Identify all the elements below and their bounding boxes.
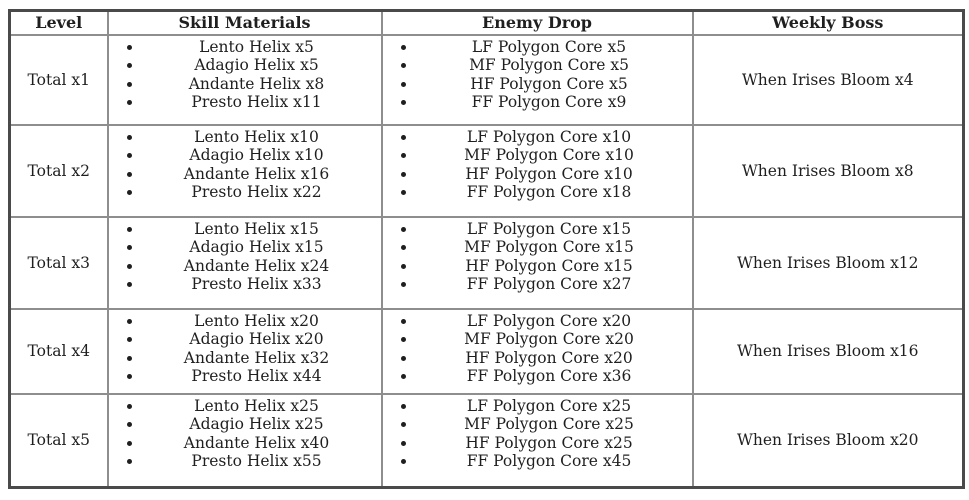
level-cell: Total x4 [8, 307, 109, 395]
table-row: Total x2 Lento Helix x10 Adagio Helix x1… [8, 123, 965, 218]
list-item: FF Polygon Core x27 [417, 275, 691, 294]
skill-materials-list: Lento Helix x10 Adagio Helix x10 Andante… [110, 128, 380, 202]
list-item: Adagio Helix x5 [143, 56, 380, 75]
enemy-drop-cell: LF Polygon Core x5 MF Polygon Core x5 HF… [380, 33, 694, 126]
list-item: Andante Helix x16 [143, 165, 380, 184]
list-item: MF Polygon Core x5 [417, 56, 691, 75]
list-item: Adagio Helix x15 [143, 238, 380, 257]
weekly-boss-cell: When Irises Bloom x12 [691, 215, 965, 310]
list-item: FF Polygon Core x36 [417, 367, 691, 386]
level-cell: Total x2 [8, 123, 109, 218]
level-cell: Total x3 [8, 215, 109, 310]
list-item: Adagio Helix x10 [143, 146, 380, 165]
list-item: MF Polygon Core x10 [417, 146, 691, 165]
list-item: FF Polygon Core x18 [417, 183, 691, 202]
skill-materials-cell: Lento Helix x20 Adagio Helix x20 Andante… [106, 307, 383, 395]
list-item: Lento Helix x15 [143, 220, 380, 239]
list-item: HF Polygon Core x5 [417, 75, 691, 94]
list-item: Lento Helix x25 [143, 397, 380, 416]
list-item: HF Polygon Core x20 [417, 349, 691, 368]
enemy-drop-list: LF Polygon Core x10 MF Polygon Core x10 … [384, 128, 691, 202]
skill-materials-cell: Lento Helix x25 Adagio Helix x25 Andante… [106, 392, 383, 489]
list-item: FF Polygon Core x45 [417, 452, 691, 471]
enemy-drop-cell: LF Polygon Core x15 MF Polygon Core x15 … [380, 215, 694, 310]
skill-materials-cell: Lento Helix x15 Adagio Helix x15 Andante… [106, 215, 383, 310]
skill-materials-list: Lento Helix x25 Adagio Helix x25 Andante… [110, 397, 380, 471]
list-item: Andante Helix x24 [143, 257, 380, 276]
list-item: HF Polygon Core x15 [417, 257, 691, 276]
level-cell: Total x1 [8, 33, 109, 126]
list-item: Adagio Helix x25 [143, 415, 380, 434]
header-level: Level [8, 9, 109, 36]
weekly-boss-cell: When Irises Bloom x16 [691, 307, 965, 395]
header-skill-materials: Skill Materials [106, 9, 383, 36]
weekly-boss-cell: When Irises Bloom x4 [691, 33, 965, 126]
list-item: Presto Helix x55 [143, 452, 380, 471]
enemy-drop-list: LF Polygon Core x5 MF Polygon Core x5 HF… [384, 38, 691, 112]
weekly-boss-cell: When Irises Bloom x8 [691, 123, 965, 218]
list-item: Presto Helix x22 [143, 183, 380, 202]
skill-materials-cell: Lento Helix x5 Adagio Helix x5 Andante H… [106, 33, 383, 126]
list-item: Lento Helix x20 [143, 312, 380, 331]
skill-materials-list: Lento Helix x15 Adagio Helix x15 Andante… [110, 220, 380, 294]
skill-materials-list: Lento Helix x20 Adagio Helix x20 Andante… [110, 312, 380, 386]
skill-materials-cell: Lento Helix x10 Adagio Helix x10 Andante… [106, 123, 383, 218]
list-item: Adagio Helix x20 [143, 330, 380, 349]
list-item: Presto Helix x44 [143, 367, 380, 386]
header-row: Level Skill Materials Enemy Drop Weekly … [8, 9, 965, 36]
list-item: MF Polygon Core x15 [417, 238, 691, 257]
list-item: MF Polygon Core x20 [417, 330, 691, 349]
list-item: Andante Helix x8 [143, 75, 380, 94]
weekly-boss-cell: When Irises Bloom x20 [691, 392, 965, 489]
enemy-drop-list: LF Polygon Core x20 MF Polygon Core x20 … [384, 312, 691, 386]
table-row: Total x3 Lento Helix x15 Adagio Helix x1… [8, 215, 965, 310]
list-item: MF Polygon Core x25 [417, 415, 691, 434]
enemy-drop-cell: LF Polygon Core x25 MF Polygon Core x25 … [380, 392, 694, 489]
enemy-drop-cell: LF Polygon Core x20 MF Polygon Core x20 … [380, 307, 694, 395]
list-item: LF Polygon Core x10 [417, 128, 691, 147]
list-item: HF Polygon Core x25 [417, 434, 691, 453]
header-weekly-boss: Weekly Boss [691, 9, 965, 36]
header-enemy-drop: Enemy Drop [380, 9, 694, 36]
list-item: LF Polygon Core x5 [417, 38, 691, 57]
enemy-drop-list: LF Polygon Core x15 MF Polygon Core x15 … [384, 220, 691, 294]
table-row: Total x5 Lento Helix x25 Adagio Helix x2… [8, 392, 965, 489]
list-item: Presto Helix x11 [143, 93, 380, 112]
list-item: LF Polygon Core x25 [417, 397, 691, 416]
enemy-drop-cell: LF Polygon Core x10 MF Polygon Core x10 … [380, 123, 694, 218]
list-item: LF Polygon Core x15 [417, 220, 691, 239]
list-item: LF Polygon Core x20 [417, 312, 691, 331]
list-item: Andante Helix x40 [143, 434, 380, 453]
list-item: HF Polygon Core x10 [417, 165, 691, 184]
table-row: Total x4 Lento Helix x20 Adagio Helix x2… [8, 307, 965, 395]
list-item: Lento Helix x5 [143, 38, 380, 57]
list-item: Lento Helix x10 [143, 128, 380, 147]
materials-table: Level Skill Materials Enemy Drop Weekly … [8, 9, 965, 489]
list-item: Presto Helix x33 [143, 275, 380, 294]
table-row: Total x1 Lento Helix x5 Adagio Helix x5 … [8, 33, 965, 126]
list-item: FF Polygon Core x9 [417, 93, 691, 112]
enemy-drop-list: LF Polygon Core x25 MF Polygon Core x25 … [384, 397, 691, 471]
list-item: Andante Helix x32 [143, 349, 380, 368]
skill-materials-list: Lento Helix x5 Adagio Helix x5 Andante H… [110, 38, 380, 112]
level-cell: Total x5 [8, 392, 109, 489]
